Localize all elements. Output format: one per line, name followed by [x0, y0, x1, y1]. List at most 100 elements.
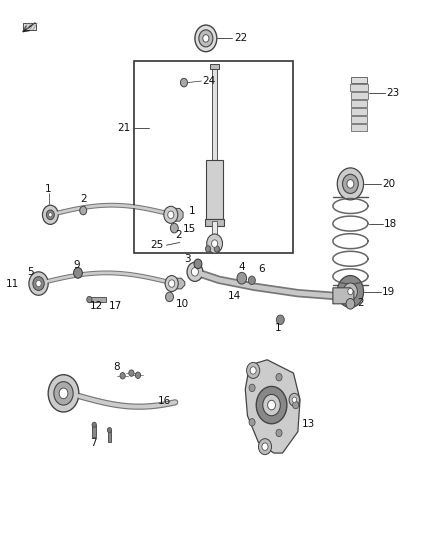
- Text: 23: 23: [386, 88, 399, 98]
- Circle shape: [59, 388, 68, 399]
- Bar: [205, 219, 224, 226]
- Bar: [206, 160, 223, 219]
- Circle shape: [247, 362, 260, 378]
- Bar: [212, 69, 217, 160]
- Text: 15: 15: [183, 224, 196, 233]
- Circle shape: [135, 372, 141, 378]
- Text: 14: 14: [228, 291, 241, 301]
- Text: 1: 1: [275, 323, 282, 333]
- Polygon shape: [169, 208, 183, 221]
- Circle shape: [212, 240, 218, 247]
- Circle shape: [249, 418, 255, 426]
- Bar: [134, 61, 293, 253]
- Circle shape: [36, 280, 41, 287]
- Text: 21: 21: [117, 123, 131, 133]
- Circle shape: [262, 443, 268, 450]
- Bar: [92, 425, 96, 437]
- Text: 16: 16: [158, 396, 171, 406]
- Circle shape: [92, 422, 96, 427]
- Circle shape: [170, 223, 178, 233]
- Text: 2: 2: [175, 230, 182, 240]
- Text: 10: 10: [176, 299, 189, 309]
- Circle shape: [268, 400, 276, 410]
- Circle shape: [49, 213, 52, 217]
- Circle shape: [87, 296, 92, 303]
- Text: 17: 17: [109, 301, 122, 311]
- Text: 7: 7: [90, 439, 96, 448]
- Circle shape: [33, 277, 44, 290]
- Circle shape: [199, 30, 213, 47]
- Circle shape: [187, 262, 203, 281]
- Bar: [210, 64, 219, 69]
- Circle shape: [249, 384, 255, 392]
- Circle shape: [42, 205, 58, 224]
- Bar: [212, 221, 217, 243]
- Text: 3: 3: [184, 254, 191, 263]
- Circle shape: [276, 315, 284, 325]
- Circle shape: [256, 386, 287, 424]
- Text: 1: 1: [45, 184, 52, 194]
- Circle shape: [107, 427, 112, 433]
- Text: 12: 12: [90, 301, 103, 311]
- Text: 19: 19: [382, 287, 395, 296]
- Polygon shape: [245, 360, 300, 453]
- Text: 6: 6: [258, 264, 265, 274]
- Circle shape: [194, 259, 202, 269]
- Circle shape: [337, 276, 364, 308]
- Bar: [89, 297, 106, 302]
- Text: 25: 25: [150, 240, 163, 250]
- Circle shape: [346, 298, 355, 309]
- Bar: [108, 430, 111, 442]
- Circle shape: [292, 397, 297, 402]
- Circle shape: [276, 374, 282, 381]
- Circle shape: [166, 292, 173, 302]
- Circle shape: [48, 375, 79, 412]
- Circle shape: [258, 439, 272, 455]
- Polygon shape: [170, 278, 185, 289]
- Circle shape: [54, 382, 73, 405]
- Circle shape: [347, 180, 354, 188]
- Circle shape: [248, 276, 255, 285]
- Circle shape: [169, 280, 175, 287]
- Circle shape: [263, 394, 280, 416]
- Circle shape: [348, 288, 353, 295]
- Circle shape: [203, 35, 209, 42]
- Bar: [23, 23, 36, 30]
- Circle shape: [180, 78, 187, 87]
- Circle shape: [29, 272, 48, 295]
- Bar: [351, 124, 367, 131]
- Circle shape: [289, 393, 300, 406]
- Circle shape: [191, 268, 198, 276]
- Circle shape: [168, 211, 174, 219]
- Text: 9: 9: [74, 260, 80, 270]
- Circle shape: [343, 174, 358, 193]
- Text: 11: 11: [6, 279, 19, 288]
- Circle shape: [337, 168, 364, 200]
- Circle shape: [46, 210, 54, 220]
- Circle shape: [165, 276, 178, 292]
- Bar: [351, 108, 367, 115]
- Circle shape: [74, 268, 82, 278]
- Text: 2: 2: [80, 194, 87, 204]
- Circle shape: [250, 367, 256, 374]
- Circle shape: [237, 272, 247, 284]
- Bar: [351, 77, 367, 83]
- Text: 5: 5: [28, 267, 34, 277]
- Circle shape: [205, 246, 211, 252]
- Bar: [350, 92, 367, 99]
- Text: 4: 4: [239, 262, 246, 271]
- Circle shape: [164, 206, 178, 223]
- Polygon shape: [333, 288, 354, 304]
- Text: 20: 20: [382, 179, 395, 189]
- Circle shape: [293, 401, 299, 409]
- Text: 22: 22: [234, 34, 247, 43]
- Text: 24: 24: [202, 76, 215, 86]
- Bar: [351, 116, 367, 123]
- Bar: [351, 100, 367, 107]
- Circle shape: [207, 234, 223, 253]
- Bar: [350, 84, 368, 91]
- Text: 1: 1: [188, 206, 195, 215]
- Circle shape: [80, 206, 87, 215]
- Text: 2: 2: [357, 298, 364, 308]
- Circle shape: [343, 283, 357, 300]
